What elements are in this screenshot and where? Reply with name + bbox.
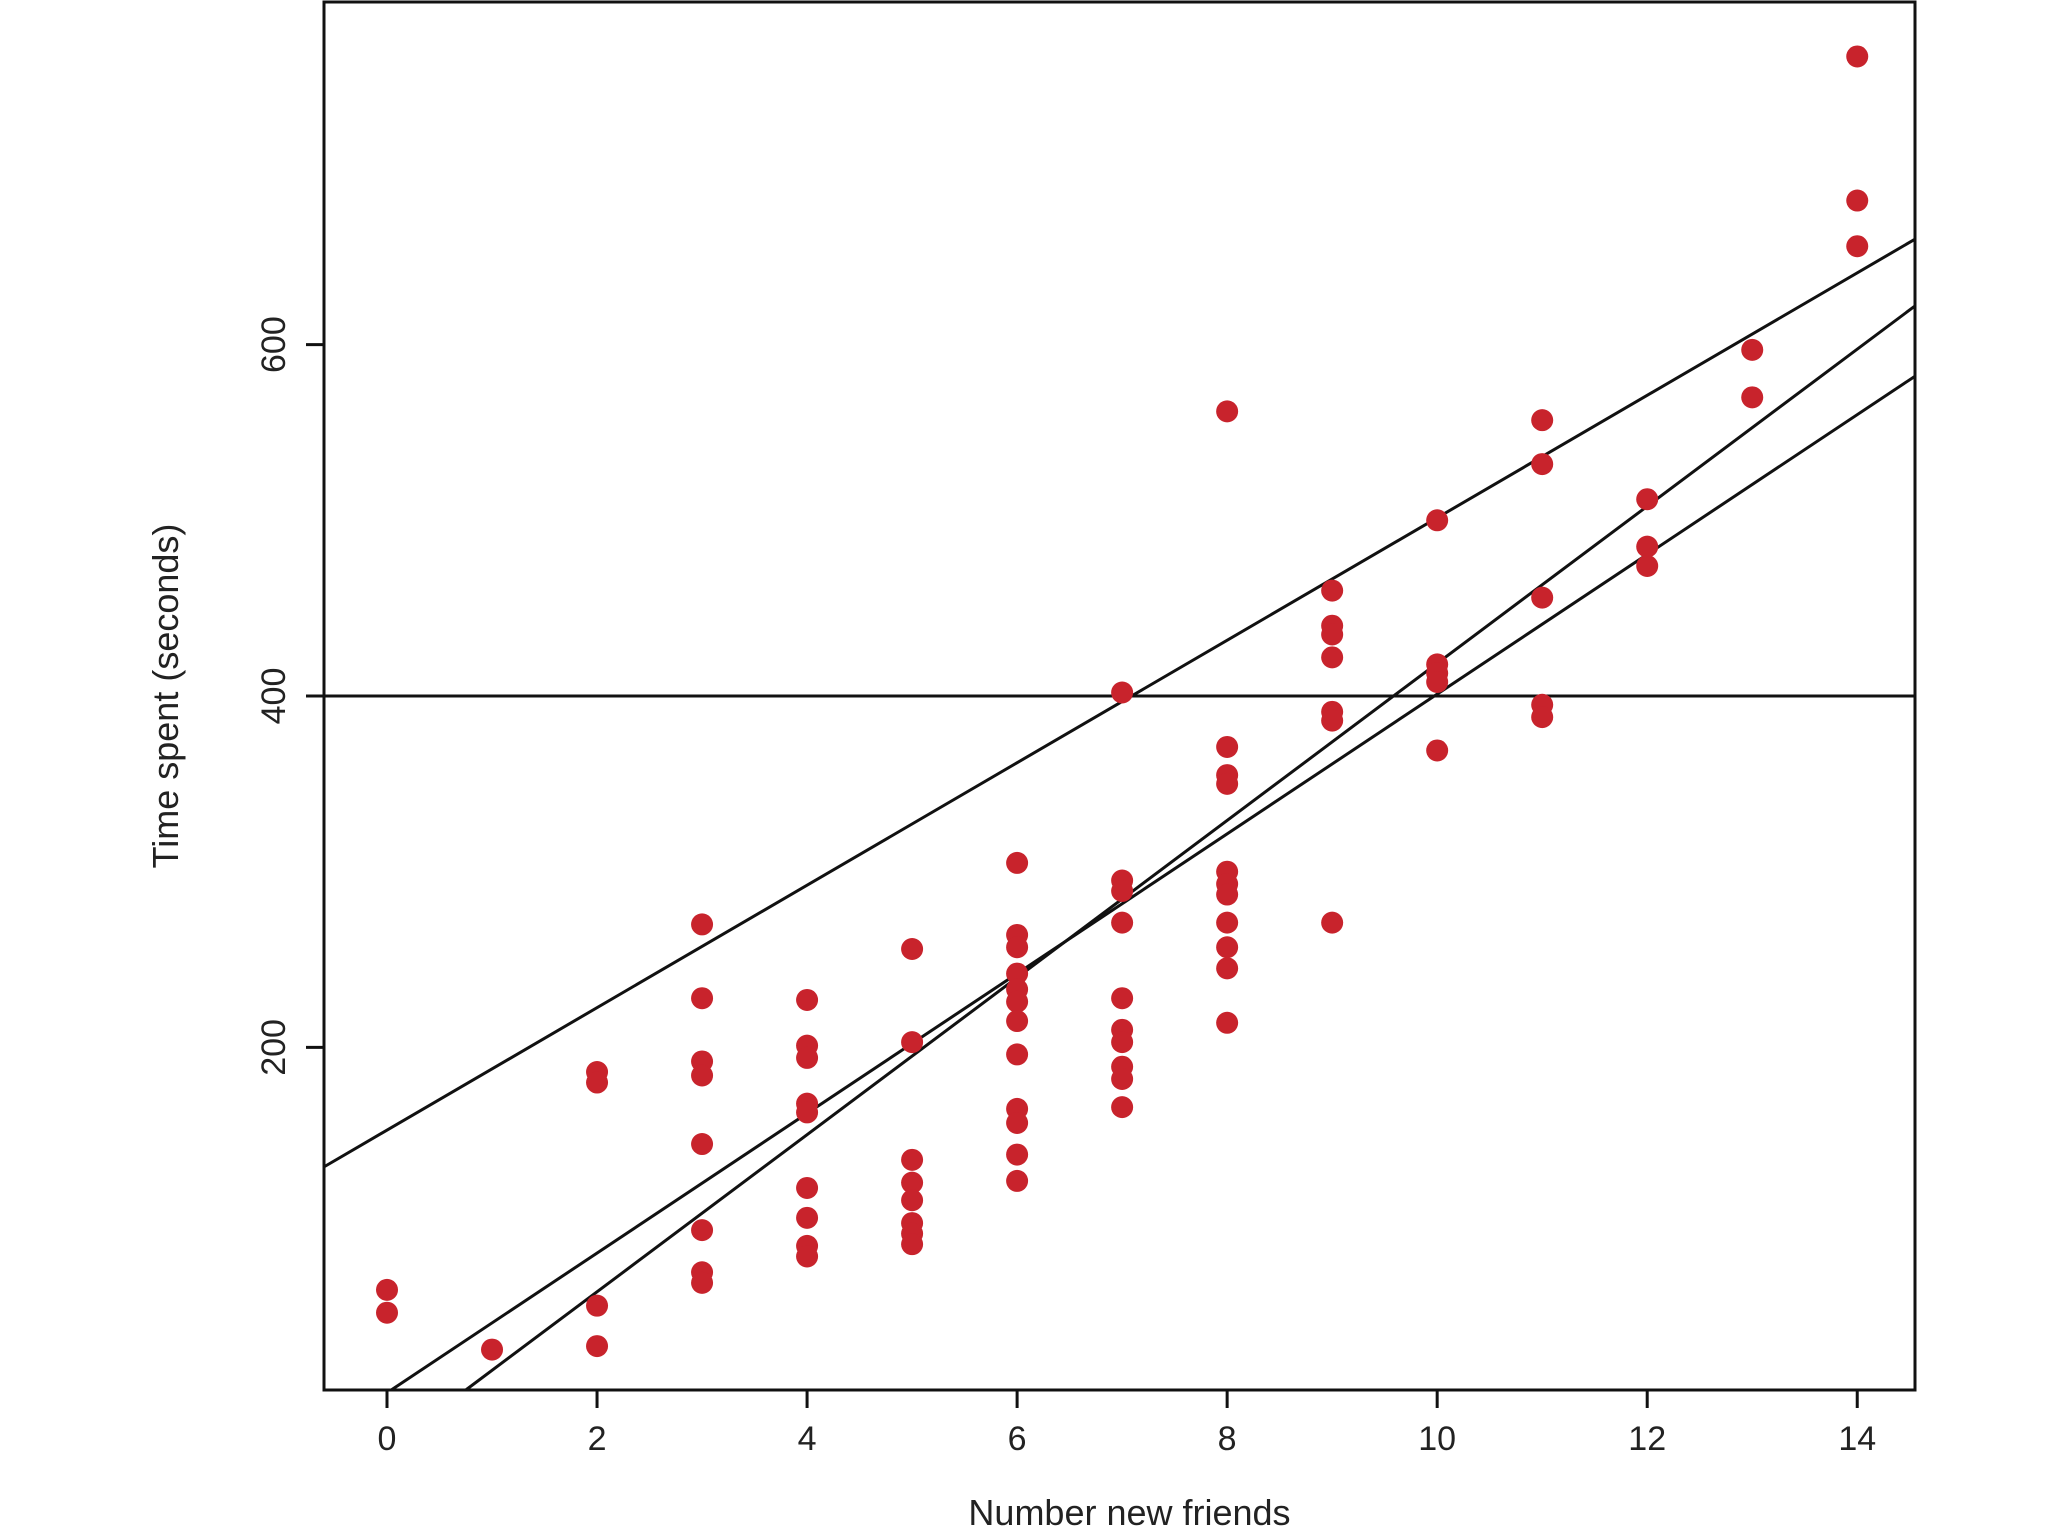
data-point [586,1071,609,1094]
data-point [901,1189,924,1212]
data-point [1321,646,1344,669]
data-point [1006,1111,1029,1134]
data-point [1636,554,1659,577]
data-point [586,1335,609,1358]
data-point [586,1294,609,1317]
x-tick-label: 12 [1628,1420,1666,1458]
axis-ticks: 0 2 4 6 8 10 12 14 200 400 600 [255,316,1876,1458]
data-point [1111,1031,1134,1054]
data-point [796,988,819,1011]
data-point [691,1271,714,1294]
data-point [1741,338,1764,361]
data-point [1006,990,1029,1013]
data-point [1006,851,1029,874]
data-point [1216,735,1239,758]
y-tick-label: 400 [255,668,293,725]
data-point [1111,1068,1134,1091]
data-point [1216,911,1239,934]
data-point [1111,1096,1134,1119]
data-point [376,1278,399,1301]
data-point [901,938,924,961]
fit-line-3 [464,304,1916,1392]
data-point [1846,189,1869,212]
y-tick-label: 200 [255,1019,293,1076]
data-point [1216,400,1239,423]
y-tick-label: 600 [255,316,293,373]
data-point [1321,709,1344,732]
data-point [1111,681,1134,704]
data-point [1006,1169,1029,1192]
data-point [1636,535,1659,558]
data-point [1006,936,1029,959]
x-tick-label: 8 [1218,1420,1237,1458]
data-point [1006,1043,1029,1066]
data-point [1111,987,1134,1010]
data-point [691,913,714,936]
data-point [901,1171,924,1194]
data-point [1321,911,1344,934]
x-tick-label: 0 [378,1420,397,1458]
data-point [1846,45,1869,68]
data-point [796,1206,819,1229]
data-point [901,1031,924,1054]
x-axis-title: Number new friends [968,1492,1290,1533]
fit-line-2 [390,374,1916,1392]
data-point [1636,488,1659,511]
data-point [1531,706,1554,729]
data-point [691,1133,714,1156]
x-tick-label: 14 [1838,1420,1876,1458]
data-point [796,1176,819,1199]
data-point [691,1219,714,1242]
data-point [1006,1010,1029,1033]
data-point [1216,957,1239,980]
data-point [1426,509,1449,532]
data-point [1531,409,1554,432]
data-point [796,1245,819,1268]
data-point [1216,883,1239,906]
data-point [1111,880,1134,903]
data-point [1006,1143,1029,1166]
x-tick-label: 4 [798,1420,817,1458]
data-point [901,1148,924,1171]
data-point [1321,579,1344,602]
data-point [1426,739,1449,762]
data-point [796,1101,819,1124]
data-point [376,1301,399,1324]
data-point [1216,1011,1239,1034]
data-points [376,45,1869,1361]
data-point [1531,453,1554,476]
x-tick-label: 6 [1008,1420,1027,1458]
data-point [1426,670,1449,693]
x-tick-label: 2 [588,1420,607,1458]
y-axis-title: Time spent (seconds) [145,524,186,869]
data-point [481,1338,504,1361]
data-point [1321,623,1344,646]
data-point [1216,772,1239,795]
data-point [796,1046,819,1069]
x-tick-label: 10 [1418,1420,1456,1458]
data-point [1216,936,1239,959]
data-point [691,987,714,1010]
data-point [1111,911,1134,934]
regression-lines [323,237,1916,1392]
data-point [1741,386,1764,409]
data-point [901,1233,924,1256]
data-point [691,1064,714,1087]
data-point [1006,962,1029,985]
data-point [1531,586,1554,609]
data-point [1846,235,1869,258]
